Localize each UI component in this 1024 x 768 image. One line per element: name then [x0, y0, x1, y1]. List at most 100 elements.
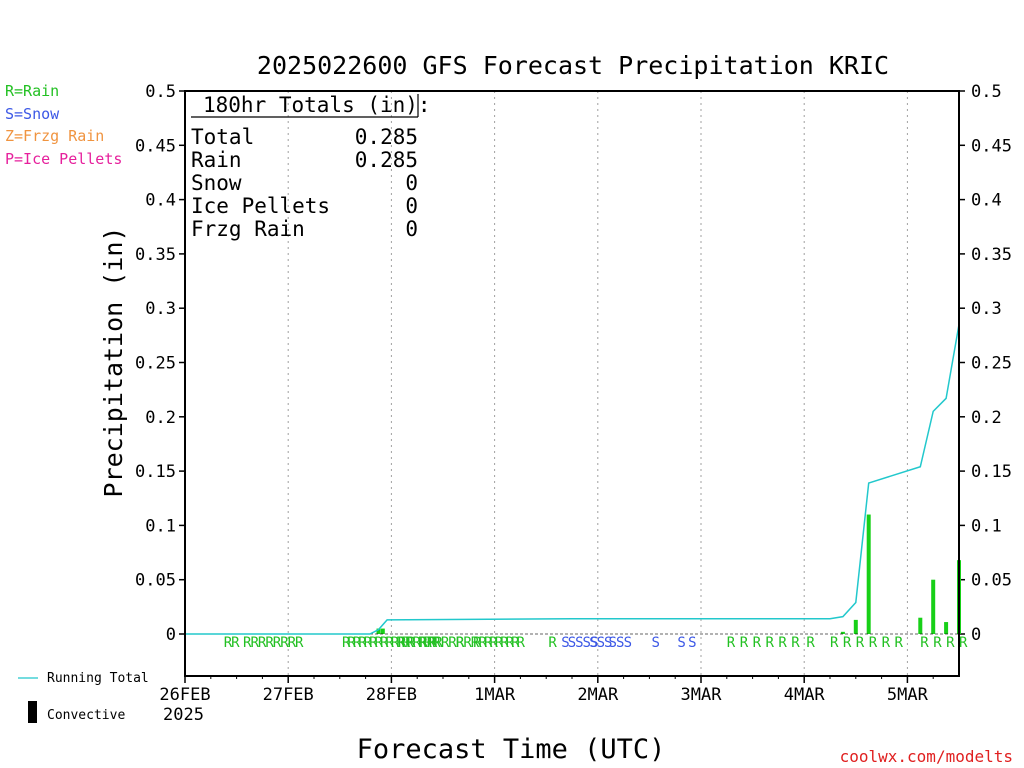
ptype-label: R: [727, 635, 736, 651]
ptype-label: R: [920, 635, 929, 651]
totals-box: 180hr Totals (in): Total 0.285 Rain 0.285 Sn…: [191, 93, 431, 241]
y-tick-label-left: 0.05: [135, 571, 176, 591]
y-tick-label-left: 0.5: [145, 82, 176, 102]
ptype-label: SSS: [589, 635, 612, 651]
x-tick-label: 1MAR: [474, 685, 516, 705]
x-tick-label: 28FEB: [366, 685, 417, 705]
y-tick-label-right: 0.05: [971, 571, 1012, 591]
y-axis-label: Precipitation (in): [99, 227, 128, 498]
ptype-label: SSSS: [568, 635, 598, 651]
y-axis-right: 0 0.05 0.1 0.15 0.2 0.25 0.3 0.35 0.4 0.45 0.5: [959, 82, 1012, 645]
y-tick-label-left: 0: [166, 625, 176, 645]
y-tick-label-right: 0.4: [971, 191, 1002, 211]
convective-bar: [376, 628, 381, 634]
totals-rows: Total 0.285 Rain 0.285 Snow 0 Ice Pellets 0 Frzg…: [191, 125, 418, 241]
ptype-label: R: [946, 635, 955, 651]
totals-row-value: 0: [405, 194, 418, 218]
ptype-legend-frzg-rain: Z=Frzg Rain: [5, 127, 104, 145]
ptype-label: R: [778, 635, 787, 651]
bottom-legend: Running Total Convective: [18, 671, 149, 723]
ptype-legend-rain: R=Rain: [5, 82, 59, 100]
y-tick-label-right: 0: [971, 625, 981, 645]
ptype-label: S: [688, 635, 696, 651]
running-total-line: [185, 324, 960, 635]
gridlines: [287, 91, 908, 676]
y-tick-label-left: 0.1: [145, 516, 176, 536]
x-tick-label: 2MAR: [577, 685, 619, 705]
x-tick-label: 4MAR: [784, 685, 826, 705]
y-tick-label-right: 0.1: [971, 516, 1002, 536]
ptype-label: S: [624, 635, 632, 651]
totals-row-value: 0.285: [355, 148, 418, 172]
y-tick-label-right: 0.3: [971, 299, 1002, 319]
y-tick-label-left: 0.3: [145, 299, 176, 319]
x-axis: 26FEB 27FEB 28FEB 1MAR 2MAR 3MAR 4MAR 5MAR: [159, 676, 934, 705]
y-axis-left: 0 0.05 0.1 0.15 0.2 0.25 0.3 0.35 0.4 0.45 0.5: [135, 82, 185, 645]
x-tick-label: 3MAR: [681, 685, 723, 705]
credit-text: coolwx.com/modelts: [840, 747, 1013, 766]
ptype-label: RRRRRRRRRRRRRRRRRR: [342, 635, 443, 651]
ptype-label: R: [843, 635, 852, 651]
running-total-legend-label: Running Total: [47, 671, 149, 686]
x-tick-label: 5MAR: [887, 685, 929, 705]
plot-frame: [184, 90, 960, 677]
totals-row-value: 0: [405, 171, 418, 195]
totals-title: 180hr Totals (in):: [203, 93, 431, 117]
ptype-label: R: [753, 635, 762, 651]
ptype-label: RRR: [441, 635, 465, 651]
convective-bar: [380, 628, 385, 634]
y-tick-label-left: 0.15: [135, 462, 176, 482]
ptype-label: R: [806, 635, 815, 651]
ptype-label: R: [959, 635, 968, 651]
y-tick-label-right: 0.15: [971, 462, 1012, 482]
y-tick-label-right: 0.25: [971, 354, 1012, 374]
ptype-label: RRR: [456, 635, 480, 651]
y-tick-label-left: 0.2: [145, 408, 176, 428]
ptype-label: RR: [419, 635, 435, 651]
y-tick-label-right: 0.5: [971, 82, 1002, 102]
totals-row-label: Ice Pellets: [191, 194, 330, 218]
convective-bar: [840, 631, 845, 634]
ptype-label: RR: [224, 635, 240, 651]
ptype-label: R: [856, 635, 865, 651]
totals-row-label: Snow: [191, 171, 242, 195]
ptype-label: R: [791, 635, 800, 651]
totals-row-value: 0.285: [355, 125, 418, 149]
ptype-label: S: [561, 635, 569, 651]
ptype-label: RRRRRRRRR: [473, 635, 525, 651]
running-total-path: [185, 324, 960, 635]
chart-title: 2025022600 GFS Forecast Precipitation KR…: [257, 51, 889, 80]
ptype-label: R: [895, 635, 904, 651]
convective-legend-swatch: [28, 701, 37, 723]
totals-row-value: 0: [405, 217, 418, 241]
totals-row-label: Rain: [191, 148, 242, 172]
ptype-label: R: [882, 635, 891, 651]
ptype-legend: R=Rain S=Snow Z=Frzg Rain P=Ice Pellets: [5, 82, 122, 168]
y-tick-label-left: 0.45: [135, 136, 176, 156]
ptype-label: R: [933, 635, 942, 651]
y-tick-label-left: 0.25: [135, 354, 176, 374]
ptype-label: R: [830, 635, 839, 651]
x-axis-label: Forecast Time (UTC): [357, 734, 666, 765]
y-tick-label-right: 0.2: [971, 408, 1002, 428]
ptype-legend-ice-pellets: P=Ice Pellets: [5, 150, 122, 168]
y-tick-label-left: 0.4: [145, 191, 176, 211]
ptype-label: R: [869, 635, 878, 651]
ptype-label: RR: [398, 635, 414, 651]
convective-bar: [944, 622, 949, 634]
ptype-label: RRRRRRRR: [243, 635, 304, 651]
ptype-legend-snow: S=Snow: [5, 105, 60, 123]
convective-bar: [853, 619, 858, 634]
x-axis-year: 2025: [163, 705, 204, 725]
x-tick-label: 27FEB: [263, 685, 314, 705]
ptype-label: S: [652, 635, 660, 651]
y-tick-label-left: 0.35: [135, 245, 176, 265]
y-tick-label-right: 0.35: [971, 245, 1012, 265]
ptype-label: R: [740, 635, 749, 651]
convective-bar: [918, 617, 923, 634]
ptype-label: R: [548, 635, 557, 651]
x-tick-label: 26FEB: [159, 685, 210, 705]
convective-bars: [185, 514, 961, 635]
